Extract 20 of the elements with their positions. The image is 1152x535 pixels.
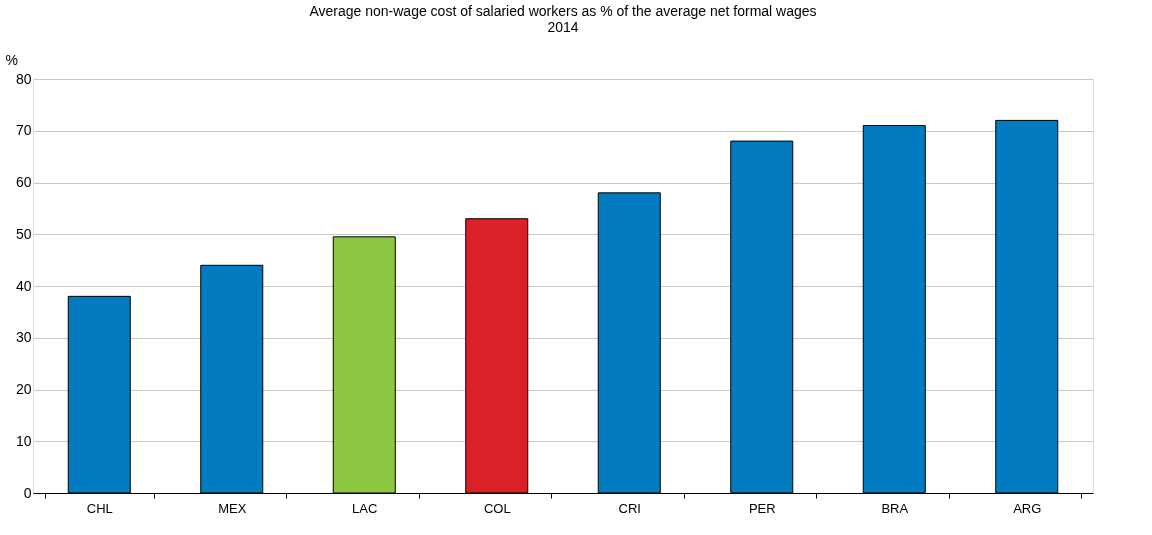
x-tick-label: PER [748, 500, 776, 516]
x-tick-label: LAC [352, 500, 378, 516]
chart-subtitle: 2014 [547, 19, 579, 35]
y-tick-label: 40 [15, 277, 32, 294]
chart-title: Average non-wage cost of salaried workers as % of the average net formal wages [309, 3, 817, 19]
x-tick-label: CHL [86, 500, 113, 516]
y-tick-label: 30 [15, 329, 32, 346]
x-tick-label: CRI [618, 500, 641, 516]
y-axis-title: % [5, 51, 18, 68]
x-tick-label: BRA [881, 500, 909, 516]
y-tick-label: 10 [15, 432, 32, 449]
x-tick-label: ARG [1013, 500, 1042, 516]
y-tick-label: 70 [15, 122, 32, 139]
x-tick-label: COL [483, 500, 511, 516]
y-tick-label: 80 [15, 70, 32, 87]
x-tick-label: MEX [218, 500, 247, 516]
y-tick-label: 20 [15, 381, 32, 397]
y-tick-label: 50 [15, 225, 32, 242]
y-tick-label: 0 [23, 484, 32, 501]
y-tick-label: 60 [15, 174, 32, 190]
